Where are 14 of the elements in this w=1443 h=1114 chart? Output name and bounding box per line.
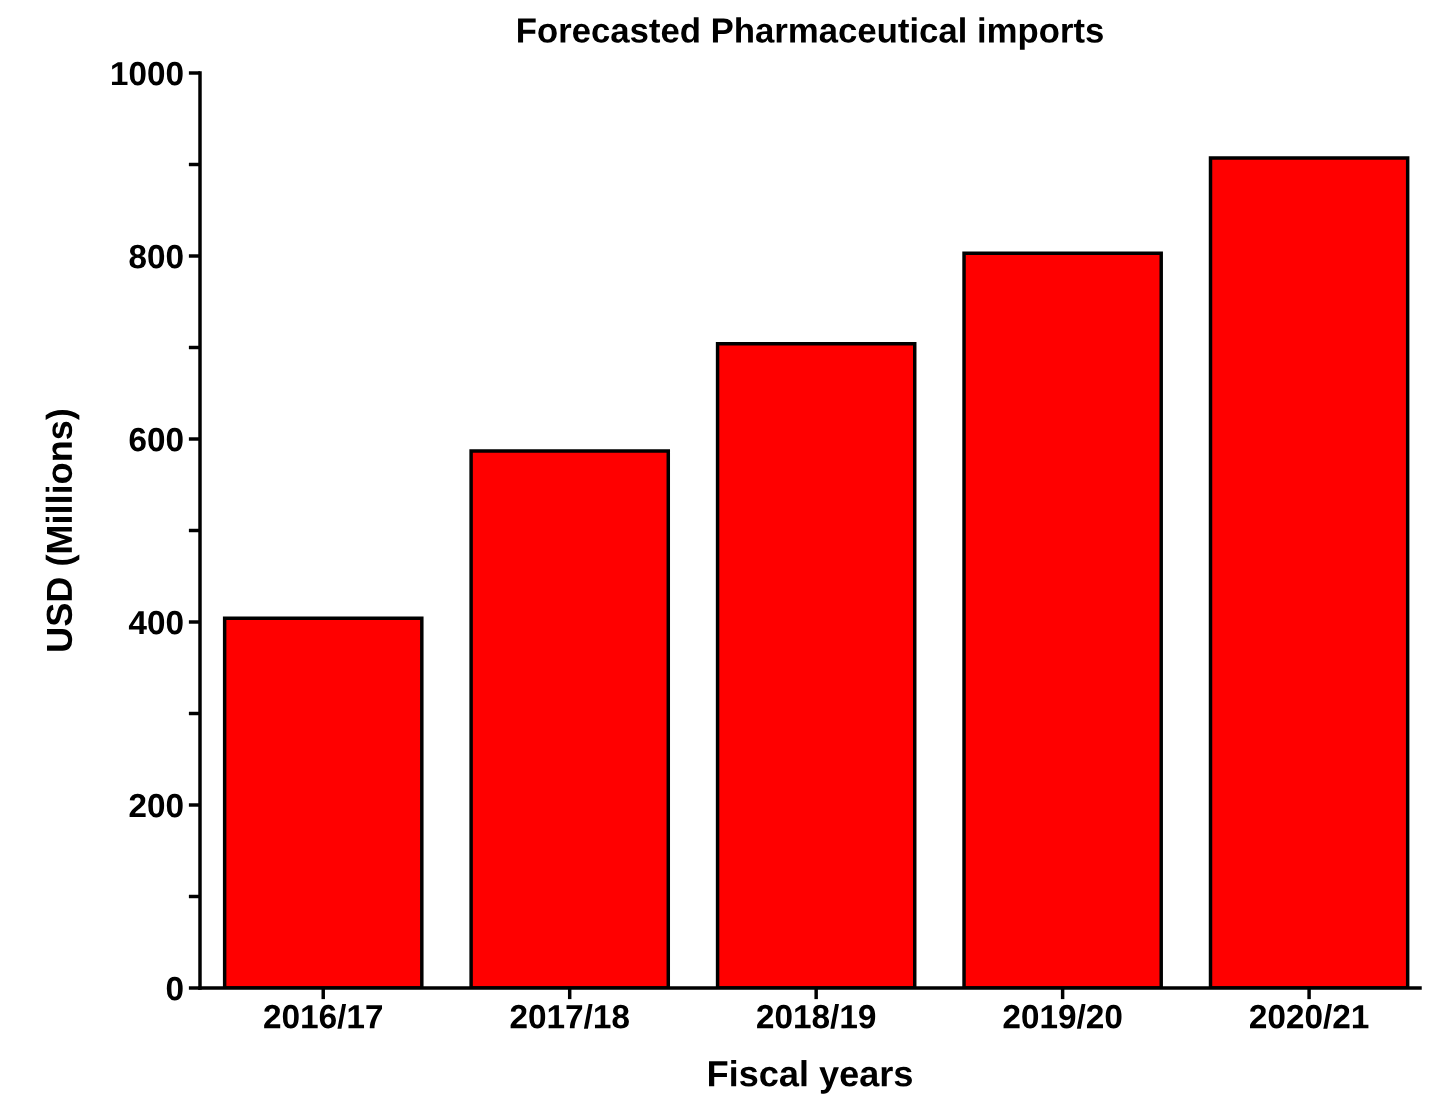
y-tick-label: 200 [129, 793, 183, 818]
y-tick-label: 800 [129, 244, 183, 269]
x-tick-label: 2016/17 [264, 1003, 383, 1029]
y-tick-label: 400 [128, 610, 183, 635]
x-tick-label: 2019/20 [1003, 1003, 1122, 1029]
y-tick-label: 0 [166, 976, 183, 1001]
x-tick-label: 2018/19 [757, 1003, 876, 1029]
x-tick-label: 2020/21 [1250, 1003, 1369, 1029]
x-tick-label: 2017/18 [510, 1003, 629, 1029]
chart-title: Forecasted Pharmaceutical imports [518, 17, 1103, 50]
x-axis-title: Fiscal years [709, 1060, 912, 1094]
y-tick-label: 1000 [111, 61, 183, 86]
y-axis-title: USD (Millions) [45, 409, 80, 651]
y-tick-label: 600 [129, 427, 183, 452]
